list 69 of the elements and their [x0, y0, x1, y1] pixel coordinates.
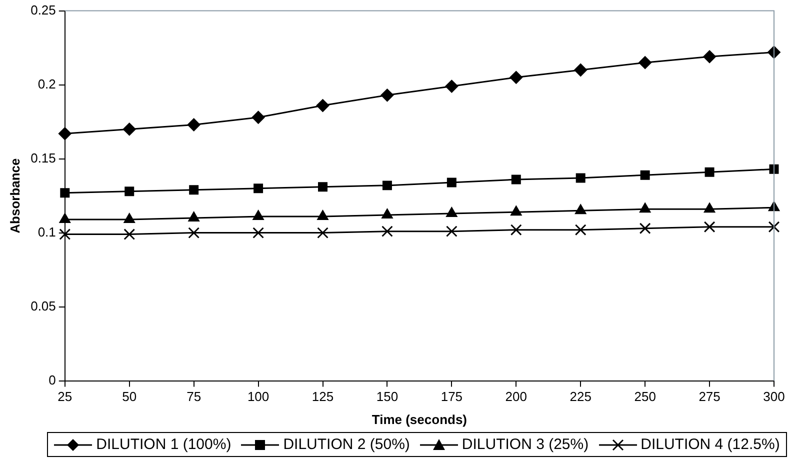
point [510, 206, 522, 216]
point [317, 227, 328, 238]
legend-label: DILUTION 3 (25%) [462, 436, 589, 453]
point [704, 202, 716, 213]
x-tick-label: 200 [505, 389, 527, 404]
point [382, 208, 393, 219]
point [124, 186, 134, 196]
y-axis-title: Absorbance [7, 158, 22, 234]
y-tick-label: 0.15 [30, 150, 56, 166]
x-tick-label: 50 [122, 389, 137, 404]
point [704, 167, 714, 177]
point [446, 178, 456, 188]
x-tick-label: 225 [570, 389, 592, 404]
legend-label: DILUTION 4 (12.5%) [640, 436, 780, 453]
point [704, 221, 716, 233]
point [124, 212, 136, 223]
legend-label: DILUTION 1 (100%) [96, 436, 232, 453]
point [317, 210, 328, 220]
x-tick-label: 250 [634, 389, 656, 404]
point [188, 227, 200, 238]
x-axis-title: Time (seconds) [372, 412, 468, 427]
point [316, 99, 330, 112]
point [252, 210, 264, 220]
x-tick-label: 275 [698, 389, 720, 404]
point [380, 88, 394, 102]
point [59, 212, 71, 223]
point [639, 202, 651, 213]
x-tick-label: 175 [440, 389, 463, 404]
point [445, 80, 458, 93]
legend-label: DILUTION 2 (50%) [283, 436, 410, 453]
point [252, 227, 264, 238]
point [768, 221, 780, 233]
point [318, 182, 328, 192]
point [58, 127, 72, 140]
x-tick-label: 75 [186, 389, 202, 404]
x-tick-label: 125 [312, 389, 334, 404]
point [382, 226, 393, 238]
point [574, 64, 588, 76]
x-tick-label: 100 [247, 389, 270, 404]
x-tick-label: 25 [58, 389, 72, 404]
point [60, 188, 70, 198]
point [511, 174, 521, 184]
point [187, 118, 200, 132]
y-tick-label: 0.25 [30, 2, 56, 18]
point [254, 184, 264, 194]
y-tick-label: 0.1 [38, 224, 56, 240]
point [189, 185, 199, 195]
point [639, 222, 651, 234]
y-tick-label: 0.2 [38, 76, 56, 92]
y-tick-label: 0 [48, 372, 56, 388]
point [252, 110, 265, 124]
point [574, 224, 586, 236]
point [382, 180, 392, 190]
point [446, 226, 458, 238]
point [703, 50, 716, 64]
point [446, 207, 458, 218]
point [510, 224, 522, 236]
point [188, 212, 200, 222]
point [510, 70, 523, 84]
point [574, 204, 586, 214]
point [638, 56, 652, 70]
x-tick-label: 300 [763, 389, 785, 404]
x-tick-label: 150 [376, 389, 398, 404]
y-tick-label: 0.05 [30, 298, 56, 314]
point [59, 228, 71, 240]
point [124, 228, 136, 240]
point [122, 122, 136, 136]
point [640, 170, 650, 180]
point [576, 173, 586, 183]
